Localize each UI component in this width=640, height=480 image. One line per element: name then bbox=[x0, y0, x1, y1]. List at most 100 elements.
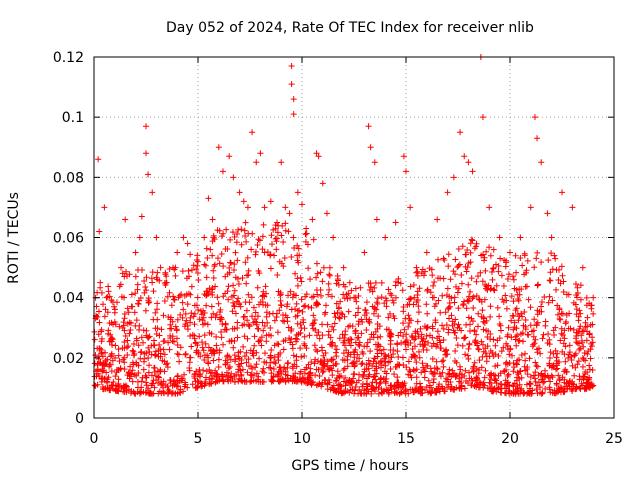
data-point bbox=[363, 299, 370, 306]
data-point bbox=[576, 340, 583, 347]
data-point bbox=[199, 317, 206, 324]
data-point bbox=[192, 378, 199, 385]
data-point bbox=[114, 299, 121, 306]
data-point bbox=[434, 341, 441, 348]
data-point bbox=[500, 344, 507, 351]
data-point bbox=[479, 341, 486, 348]
data-point bbox=[273, 238, 280, 245]
data-point bbox=[154, 276, 161, 283]
data-point bbox=[384, 386, 391, 393]
data-point bbox=[338, 310, 345, 317]
data-point bbox=[440, 363, 447, 370]
data-point bbox=[413, 374, 420, 381]
data-point bbox=[143, 287, 150, 294]
data-point bbox=[227, 236, 234, 243]
data-point bbox=[173, 327, 180, 334]
data-point bbox=[561, 386, 568, 393]
data-point-peak bbox=[136, 234, 143, 241]
data-point bbox=[456, 363, 463, 370]
data-point bbox=[503, 305, 510, 312]
data-point bbox=[303, 230, 310, 237]
data-point bbox=[412, 330, 419, 337]
data-point bbox=[372, 279, 379, 286]
data-point bbox=[344, 388, 351, 395]
data-point bbox=[376, 323, 383, 330]
data-point bbox=[255, 326, 262, 333]
data-point bbox=[371, 284, 378, 291]
data-point bbox=[103, 369, 110, 376]
data-point bbox=[267, 265, 274, 272]
data-point bbox=[336, 372, 343, 379]
data-point bbox=[108, 368, 115, 375]
data-point bbox=[419, 360, 426, 367]
data-point bbox=[483, 248, 490, 255]
data-point bbox=[561, 335, 568, 342]
data-point bbox=[407, 295, 414, 302]
data-point bbox=[195, 277, 202, 284]
data-point bbox=[506, 351, 513, 358]
data-point bbox=[531, 264, 538, 271]
data-point bbox=[555, 359, 562, 366]
data-point bbox=[203, 368, 210, 375]
data-point bbox=[131, 350, 138, 357]
data-point bbox=[405, 358, 412, 365]
data-point bbox=[396, 361, 403, 368]
data-point bbox=[505, 271, 512, 278]
data-point-peak bbox=[407, 204, 414, 211]
data-point bbox=[463, 305, 470, 312]
data-point bbox=[513, 305, 520, 312]
data-point bbox=[287, 288, 294, 295]
data-point bbox=[270, 365, 277, 372]
data-point bbox=[315, 329, 322, 336]
data-point bbox=[445, 251, 452, 258]
data-point bbox=[510, 381, 517, 388]
data-point bbox=[264, 319, 271, 326]
data-point bbox=[200, 347, 207, 354]
data-point bbox=[254, 313, 261, 320]
data-point bbox=[194, 270, 201, 277]
data-point bbox=[274, 229, 281, 236]
data-point bbox=[153, 306, 160, 313]
data-point bbox=[208, 380, 215, 387]
data-point bbox=[484, 343, 491, 350]
data-point bbox=[314, 291, 321, 298]
data-point bbox=[342, 374, 349, 381]
data-point bbox=[330, 326, 337, 333]
data-point bbox=[159, 380, 166, 387]
data-point bbox=[302, 238, 309, 245]
data-point bbox=[242, 259, 249, 266]
data-point bbox=[516, 356, 523, 363]
data-point bbox=[495, 263, 502, 270]
data-point bbox=[170, 293, 177, 300]
data-point bbox=[209, 238, 216, 245]
data-point bbox=[318, 365, 325, 372]
data-point bbox=[482, 350, 489, 357]
data-point bbox=[188, 283, 195, 290]
data-point bbox=[267, 359, 274, 366]
data-point-peak bbox=[538, 159, 545, 166]
data-point bbox=[363, 316, 370, 323]
data-point bbox=[130, 341, 137, 348]
data-point bbox=[199, 311, 206, 318]
data-point-peak bbox=[209, 216, 216, 223]
data-point bbox=[260, 221, 267, 228]
data-point bbox=[166, 265, 173, 272]
data-point bbox=[565, 291, 572, 298]
data-point bbox=[307, 365, 314, 372]
data-point bbox=[446, 366, 453, 373]
data-point bbox=[275, 222, 282, 229]
data-point bbox=[510, 298, 517, 305]
data-point bbox=[345, 290, 352, 297]
data-point bbox=[213, 373, 220, 380]
data-point bbox=[98, 349, 105, 356]
data-point bbox=[151, 364, 158, 371]
data-point bbox=[555, 372, 562, 379]
data-point bbox=[135, 362, 142, 369]
data-point bbox=[571, 352, 578, 359]
data-point bbox=[513, 342, 520, 349]
data-point bbox=[578, 332, 585, 339]
data-point bbox=[252, 364, 259, 371]
data-point bbox=[423, 347, 430, 354]
data-point bbox=[211, 263, 218, 270]
data-point bbox=[215, 356, 222, 363]
